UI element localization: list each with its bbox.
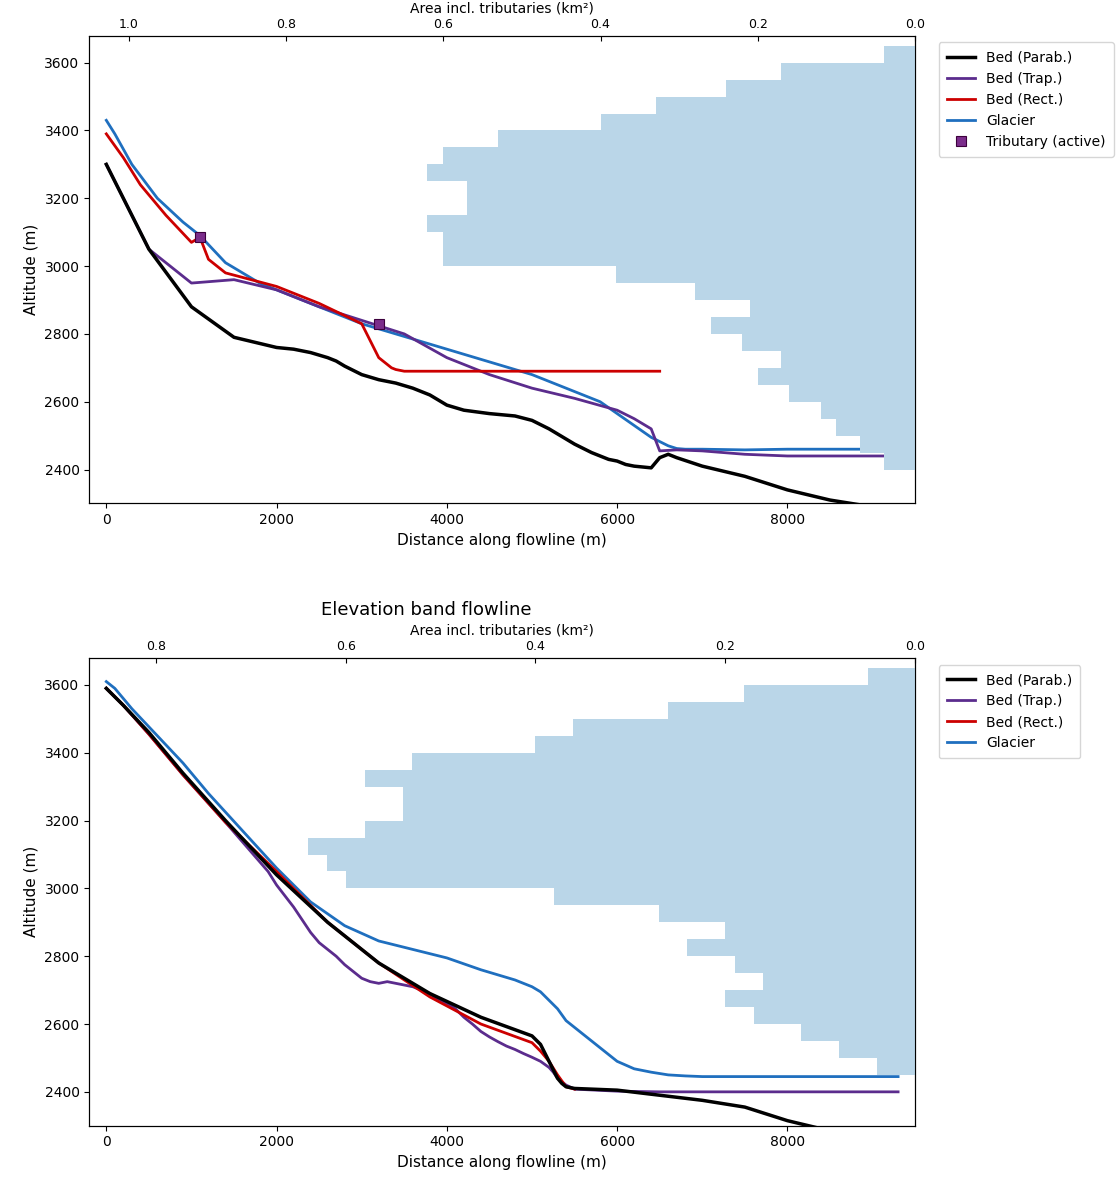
Bar	[498, 130, 915, 147]
Bar	[758, 367, 915, 385]
Legend: Bed (Parab.), Bed (Trap.), Bed (Rect.), Glacier: Bed (Parab.), Bed (Trap.), Bed (Rect.), …	[939, 665, 1080, 758]
Bar	[466, 181, 915, 198]
Bar	[781, 351, 915, 367]
Bar	[443, 249, 915, 267]
Bar	[860, 436, 915, 453]
Y-axis label: Altitude (m): Altitude (m)	[23, 846, 39, 937]
Bar	[668, 702, 915, 719]
Bar	[725, 922, 915, 940]
Bar	[427, 216, 915, 232]
X-axis label: Distance along flowline (m): Distance along flowline (m)	[397, 533, 607, 547]
Legend: Bed (Parab.), Bed (Trap.), Bed (Rect.), Glacier, Tributary (active): Bed (Parab.), Bed (Trap.), Bed (Rect.), …	[939, 43, 1114, 156]
Bar	[695, 283, 915, 300]
Bar	[466, 198, 915, 216]
Bar	[725, 991, 915, 1007]
Bar	[884, 453, 915, 469]
Bar	[555, 889, 915, 905]
Bar	[616, 267, 915, 283]
Bar	[687, 940, 915, 956]
Bar	[753, 1007, 915, 1024]
Bar	[574, 719, 915, 736]
Bar	[763, 973, 915, 991]
Bar	[365, 820, 915, 838]
Text: Elevation band flowline: Elevation band flowline	[320, 601, 531, 619]
Bar	[884, 46, 915, 63]
Bar	[742, 334, 915, 351]
Bar	[744, 685, 915, 702]
Bar	[801, 1024, 915, 1040]
Bar	[403, 787, 915, 803]
Bar	[443, 232, 915, 249]
Bar	[837, 418, 915, 436]
Bar	[346, 871, 915, 889]
X-axis label: Area incl. tributaries (km²): Area incl. tributaries (km²)	[411, 623, 594, 638]
Bar	[877, 1058, 915, 1075]
Bar	[365, 770, 915, 787]
Bar	[789, 385, 915, 402]
X-axis label: Distance along flowline (m): Distance along flowline (m)	[397, 1155, 607, 1170]
Bar	[781, 63, 915, 79]
Bar	[600, 114, 915, 130]
Bar	[839, 1040, 915, 1058]
Bar	[734, 956, 915, 973]
Bar	[536, 736, 915, 752]
Bar	[867, 668, 915, 685]
X-axis label: Area incl. tributaries (km²): Area incl. tributaries (km²)	[411, 1, 594, 15]
Bar	[427, 165, 915, 181]
Bar	[655, 97, 915, 114]
Bar	[327, 854, 915, 871]
Bar	[443, 147, 915, 165]
Bar	[727, 79, 915, 97]
Bar	[308, 838, 915, 854]
Bar	[412, 752, 915, 770]
Bar	[658, 905, 915, 922]
Bar	[820, 402, 915, 418]
Bar	[711, 316, 915, 334]
Bar	[750, 300, 915, 316]
Bar	[403, 803, 915, 820]
Y-axis label: Altitude (m): Altitude (m)	[23, 224, 39, 315]
